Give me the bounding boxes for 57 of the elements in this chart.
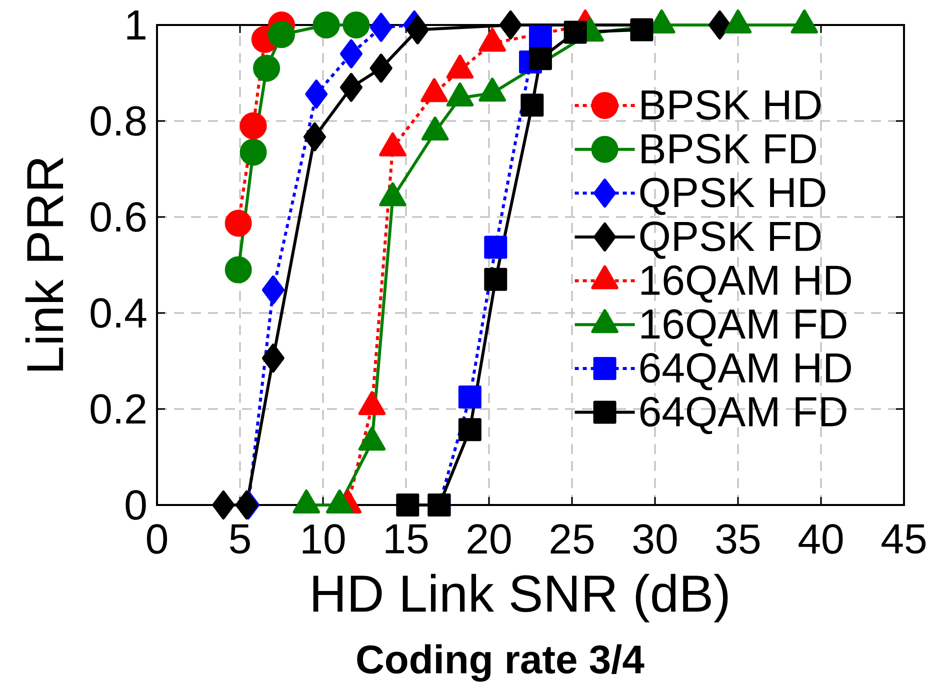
x-tick-label: 20 xyxy=(468,524,511,554)
y-axis-title: Link PRR xyxy=(25,158,64,371)
point xyxy=(520,94,544,117)
legend-label: QPSK HD xyxy=(640,178,826,215)
point xyxy=(406,15,429,44)
point xyxy=(370,54,392,83)
x-tick-label: 0 xyxy=(146,524,168,554)
point xyxy=(342,12,370,38)
y-tick-label: 0.2 xyxy=(90,394,146,424)
point xyxy=(340,72,362,102)
x-axis-title: HD Link SNR (dB) xyxy=(313,574,728,622)
point xyxy=(312,12,340,38)
point xyxy=(370,12,392,42)
x-tick-label: 5 xyxy=(230,524,250,554)
x-tick-label: 15 xyxy=(386,524,428,554)
point xyxy=(484,268,508,291)
point xyxy=(484,236,508,259)
point xyxy=(305,80,328,109)
x-tick-label: 10 xyxy=(302,524,345,554)
legend-label: 16QAM HD xyxy=(641,265,851,303)
legend-label: BPSK FD xyxy=(642,134,816,164)
point xyxy=(224,210,252,237)
legend-label: 64QAM FD xyxy=(640,396,846,434)
legend-label: 64QAM HD xyxy=(640,353,851,390)
legend-label: 16QAM FD xyxy=(641,309,846,346)
point xyxy=(458,418,482,442)
y-tick-label: 0 xyxy=(126,490,146,520)
x-tick-label: 35 xyxy=(716,524,760,554)
point xyxy=(458,386,482,408)
text: Coding rate 3/4 xyxy=(357,644,644,682)
x-tick-label: 25 xyxy=(550,524,594,554)
point xyxy=(240,112,267,140)
point xyxy=(240,138,267,166)
point xyxy=(528,47,552,70)
y-tick-label: 1 xyxy=(127,10,146,40)
y-tick-label: 0.8 xyxy=(90,106,146,136)
point xyxy=(708,10,731,40)
legend-label: BPSK HD xyxy=(642,90,821,120)
point xyxy=(262,275,284,304)
point xyxy=(303,122,326,152)
point xyxy=(262,344,284,373)
x-tick-label: 45 xyxy=(882,524,926,554)
y-tick-label: 0.6 xyxy=(90,202,146,232)
x-tick-label: 30 xyxy=(633,524,677,554)
point xyxy=(253,54,280,82)
legend-label: QPSK FD xyxy=(640,222,821,259)
point xyxy=(528,26,552,48)
point xyxy=(564,20,587,44)
point xyxy=(630,18,654,42)
y-tick-label: 0.4 xyxy=(90,298,146,328)
point xyxy=(224,256,252,284)
point xyxy=(499,10,522,40)
point xyxy=(268,21,296,48)
point xyxy=(340,39,362,68)
point xyxy=(212,490,235,520)
point xyxy=(396,494,420,516)
x-tick-label: 40 xyxy=(798,524,843,554)
